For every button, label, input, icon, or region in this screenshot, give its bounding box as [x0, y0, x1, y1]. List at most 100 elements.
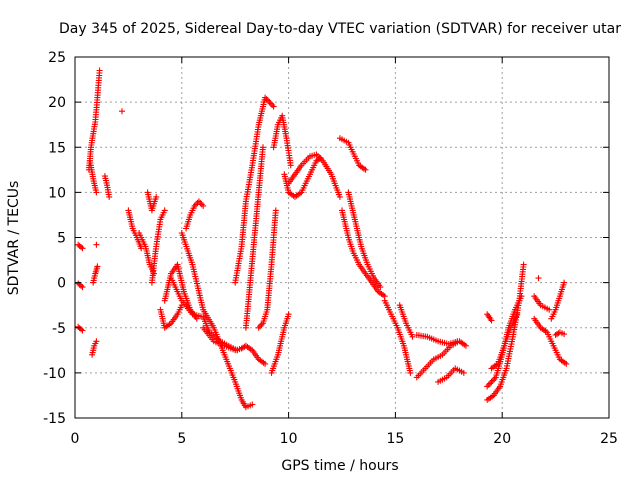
series-n — [148, 207, 168, 286]
data-point-plus — [287, 162, 294, 169]
series-u — [232, 94, 277, 286]
tick-labels: 0 5 10 15 20 25 -15 -10 -5 0 5 10 15 20 25 — [43, 50, 618, 447]
series-ah — [413, 332, 461, 347]
data-point-plus — [200, 202, 207, 209]
y-tick-label: 25 — [48, 50, 66, 66]
data-point-plus — [79, 245, 86, 252]
series-ap — [535, 275, 542, 282]
series-a — [75, 241, 86, 252]
data-point-plus — [78, 282, 85, 289]
series-aa — [285, 151, 343, 200]
x-tick-label: 20 — [493, 431, 511, 447]
data-point-plus — [460, 369, 467, 376]
data-point-plus — [119, 108, 125, 115]
series-z — [281, 155, 324, 200]
data-point-plus — [270, 103, 277, 110]
series-m — [144, 189, 160, 214]
x-tick-label: 10 — [280, 431, 298, 447]
data-point-plus — [93, 189, 100, 196]
series-an — [531, 315, 570, 367]
y-tick-label: 15 — [48, 140, 66, 156]
series-g — [90, 263, 101, 286]
data-point-plus — [546, 306, 553, 313]
data-point-plus — [563, 360, 570, 367]
chart-title: Day 345 of 2025, Sidereal Day-to-day VTE… — [59, 21, 621, 37]
y-axis-label: SDTVAR / TECUs — [6, 181, 22, 296]
data-point-plus — [362, 166, 369, 173]
data-point-plus — [78, 326, 85, 333]
series-v — [242, 144, 266, 331]
data-point-plus — [561, 331, 568, 338]
series-al — [488, 311, 521, 372]
series-af — [396, 302, 416, 340]
data-point-plus — [407, 369, 414, 376]
x-tick-label: 5 — [177, 431, 186, 447]
series-y — [268, 311, 292, 376]
series-r — [178, 230, 256, 411]
data-point-plus — [454, 338, 461, 345]
data-point-plus — [262, 360, 269, 367]
y-tick-label: -15 — [43, 411, 66, 427]
data-point-plus — [409, 333, 416, 340]
data-point-plus — [561, 279, 568, 286]
series-k — [125, 207, 145, 252]
series-e — [87, 157, 100, 196]
series-j — [119, 108, 125, 115]
series-ad — [345, 189, 384, 291]
series-t — [200, 324, 269, 367]
series-q — [183, 198, 207, 232]
grid-layer — [75, 57, 609, 418]
data-point-plus — [377, 284, 384, 291]
y-tick-label: 10 — [48, 185, 66, 201]
data-point-plus — [462, 342, 469, 349]
data-point-plus — [153, 193, 160, 200]
series-x — [270, 112, 294, 169]
data-point-plus — [520, 261, 527, 268]
data-point-plus — [488, 317, 495, 324]
data-point-plus — [260, 144, 266, 151]
y-tick-label: 5 — [57, 231, 66, 247]
series-h — [93, 241, 100, 248]
x-axis-label: GPS time / hours — [281, 458, 398, 474]
data-point-plus — [514, 311, 521, 318]
series-am — [484, 311, 495, 324]
series-c — [75, 323, 86, 334]
data-point-plus — [94, 263, 101, 270]
series-ab — [336, 135, 369, 173]
data-point-plus — [272, 207, 279, 214]
x-tick-label: 25 — [600, 431, 618, 447]
data-point-plus — [249, 401, 256, 408]
data-point-plus — [96, 67, 103, 74]
series-ai — [435, 365, 467, 385]
axis-ticks — [74, 56, 610, 419]
data-point-plus — [79, 327, 86, 334]
data-point-plus — [518, 293, 525, 300]
data-point-plus — [336, 193, 343, 200]
data-point-plus — [106, 193, 113, 200]
series-ar — [552, 329, 568, 338]
x-tick-label: 0 — [71, 431, 80, 447]
y-tick-label: -10 — [43, 366, 66, 382]
y-tick-label: -5 — [52, 321, 66, 337]
y-tick-label: 0 — [57, 276, 66, 292]
data-point-plus — [93, 241, 100, 248]
series-b — [75, 280, 86, 291]
data-point-plus — [78, 244, 85, 251]
data-point-plus — [93, 338, 100, 345]
series-ac — [339, 207, 388, 300]
series-ao — [531, 293, 553, 313]
data-marks — [75, 67, 570, 411]
data-point-plus — [285, 311, 292, 318]
series-aq — [548, 279, 568, 322]
y-tick-label: 20 — [48, 95, 66, 111]
series-f — [89, 338, 100, 358]
x-tick-label: 15 — [386, 431, 404, 447]
data-point-plus — [161, 207, 168, 214]
series-i — [101, 173, 113, 200]
series-w — [255, 207, 279, 331]
series-ae — [381, 297, 414, 376]
data-point-plus — [79, 284, 86, 291]
data-point-plus — [535, 275, 542, 282]
